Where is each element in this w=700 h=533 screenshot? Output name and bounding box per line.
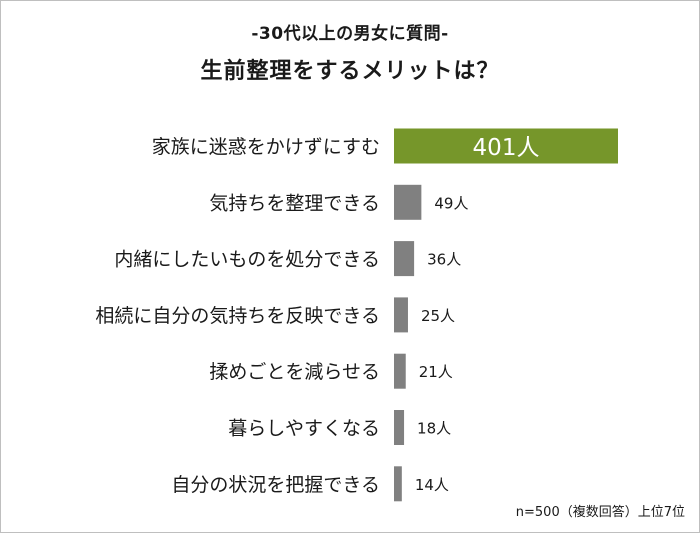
sample-size-note: n=500（複数回答）上位7位 [515, 505, 685, 520]
category-label: 相続に自分の気持ちを反映できる [95, 305, 380, 327]
bar [394, 410, 405, 445]
bar [394, 466, 402, 502]
bar [394, 353, 406, 389]
value-label: 49人 [434, 194, 468, 212]
category-label: 内緒にしたいものを処分できる [114, 249, 380, 271]
value-label: 21人 [419, 363, 453, 381]
chart-title: 生前整理をするメリットは？ [200, 59, 500, 84]
category-label: 揉めごとを減らせる [209, 361, 380, 383]
chart-subtitle: -30代以上の男女に質問- [251, 24, 449, 44]
bar [394, 241, 415, 277]
bar [394, 297, 408, 333]
category-label: 自分の状況を把握できる [171, 474, 380, 496]
bar [394, 128, 618, 164]
bar [394, 184, 422, 220]
value-label: 25人 [421, 307, 455, 325]
category-label: 家族に迷惑をかけずにすむ [152, 136, 380, 158]
value-label: 401人 [473, 135, 540, 161]
value-label: 36人 [427, 251, 461, 269]
value-label: 18人 [417, 420, 451, 438]
category-label: 気持ちを整理できる [209, 192, 380, 214]
category-label: 暮らしやすくなる [228, 418, 380, 440]
value-label: 14人 [415, 476, 449, 494]
